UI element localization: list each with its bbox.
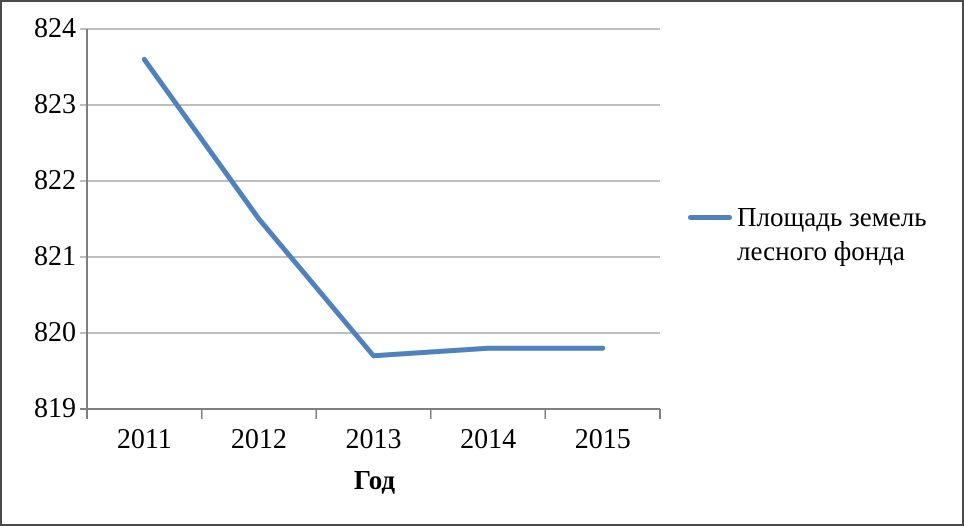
y-axis-tick-label: 820 [34,317,76,348]
y-axis-tick-label: 819 [34,393,76,424]
x-axis-tick-label: 2014 [460,424,517,455]
legend: Площадь земель лесного фонда [688,200,955,268]
y-axis-tick-label: 821 [34,241,76,272]
series-line [141,56,606,359]
x-axis-tick-label: 2015 [574,424,631,455]
x-axis-title: Год [353,465,396,495]
y-axis-tick-label: 824 [34,13,76,44]
x-axis-tick-label: 2013 [345,424,402,455]
y-axis-tick-label: 822 [34,165,76,196]
y-axis-tick-label: 823 [34,89,76,120]
x-axis-tick-label: 2012 [230,424,287,455]
legend-line-swatch [688,215,732,220]
x-axis-tick-label: 2011 [116,424,172,455]
legend-series-label: Площадь земель лесного фонда [737,202,927,266]
